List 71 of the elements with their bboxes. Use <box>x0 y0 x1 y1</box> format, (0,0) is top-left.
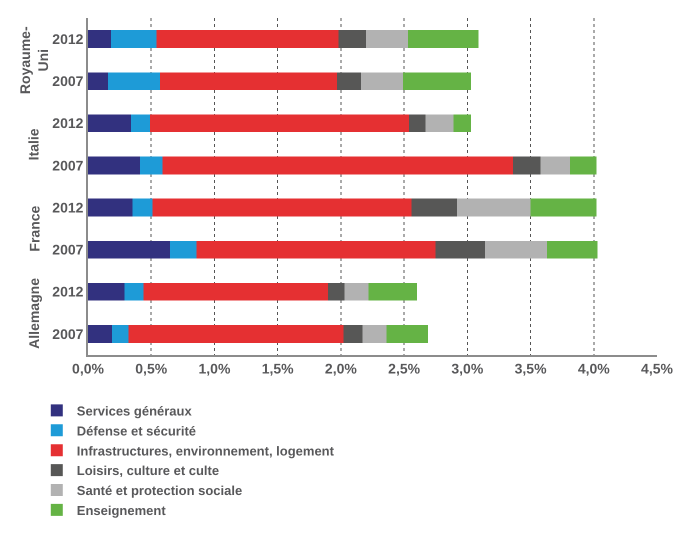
bar <box>156 30 338 48</box>
bar <box>540 156 570 174</box>
bar <box>108 72 160 90</box>
legend-label: Loisirs, culture et culte <box>76 463 220 478</box>
bar <box>368 282 417 301</box>
bar <box>88 30 111 48</box>
x-tick-label: 2,5% <box>388 360 421 377</box>
y-tick-label: 2007 <box>52 157 84 174</box>
bar <box>362 325 386 343</box>
bar <box>386 325 428 343</box>
text: France <box>26 205 42 252</box>
bar <box>409 114 426 132</box>
text: Italie <box>26 128 42 160</box>
bar <box>366 30 408 48</box>
x-tick-label: 4,0% <box>578 360 610 377</box>
x-tick-label: 4,5% <box>641 360 674 377</box>
y-tick-label: 2007 <box>52 326 84 342</box>
y-tick-label: 2012 <box>52 30 84 47</box>
bar <box>88 240 170 259</box>
bar <box>408 30 479 48</box>
bar <box>132 198 152 216</box>
text: Allemagne <box>26 278 42 349</box>
text: Royaume-Uni <box>16 26 52 94</box>
x-tick-label: 0,5% <box>135 360 168 377</box>
bar <box>152 198 412 216</box>
bar <box>140 156 163 174</box>
bar <box>343 325 362 343</box>
x-tick-label: 2,0% <box>324 360 358 377</box>
bar <box>344 282 369 301</box>
bar <box>453 114 472 132</box>
legend-label: Enseignement <box>76 502 166 518</box>
x-tick-label: 3,5% <box>514 360 548 377</box>
y-tick-label: 2012 <box>52 284 84 300</box>
bar <box>160 72 338 90</box>
bar <box>426 114 454 132</box>
y-tick-label: 2007 <box>52 242 84 258</box>
bar <box>124 282 144 301</box>
bar <box>162 156 513 174</box>
x-tick-label: 0,0% <box>72 360 104 377</box>
bar <box>402 72 472 90</box>
bar <box>110 30 156 48</box>
y-tick-label: 2007 <box>52 73 84 90</box>
bar <box>88 156 140 174</box>
bar <box>88 282 125 301</box>
bar <box>130 114 150 132</box>
legend-label: Défense et sécurité <box>76 423 196 438</box>
legend-label: Santé et protection sociale <box>76 483 242 498</box>
bar <box>88 325 112 343</box>
bar <box>546 240 598 259</box>
bar <box>88 198 132 216</box>
bar <box>412 198 458 216</box>
bar <box>457 198 531 216</box>
bar <box>196 240 436 259</box>
legend-label: Services généraux <box>76 403 192 418</box>
bar <box>150 114 410 132</box>
x-tick-label: 1,5% <box>262 360 294 377</box>
bar <box>485 240 547 259</box>
x-tick-label: 1,0% <box>198 360 231 377</box>
bar <box>144 282 328 301</box>
bar <box>170 240 197 259</box>
bar <box>570 156 596 174</box>
bar <box>88 114 131 132</box>
y-tick-label: 2012 <box>52 115 84 132</box>
legend-label: Infrastructures, environnement, logement <box>76 443 335 458</box>
bar <box>361 72 403 90</box>
y-tick-label: 2012 <box>52 199 84 216</box>
x-tick-label: 3,0% <box>451 360 484 377</box>
bar <box>88 72 108 90</box>
bar <box>128 325 344 343</box>
bar <box>112 325 128 343</box>
bar <box>530 198 596 216</box>
